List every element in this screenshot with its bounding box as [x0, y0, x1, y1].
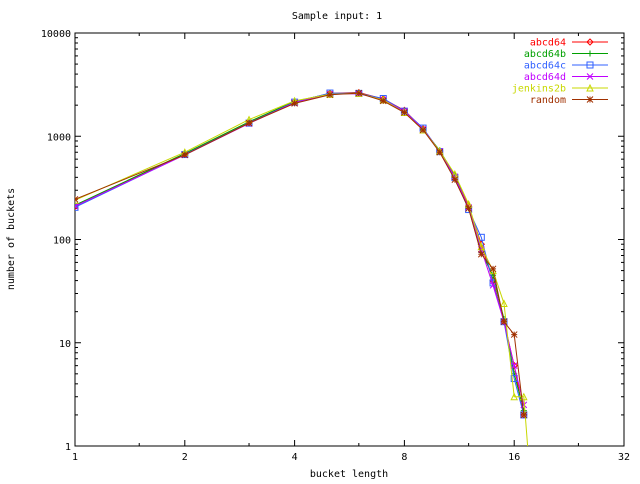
series-random — [75, 89, 528, 419]
data-point-random — [436, 148, 444, 156]
series-abcd64c — [75, 89, 528, 419]
data-point-random — [291, 100, 298, 107]
data-point-random — [451, 176, 459, 183]
x-tick-label: 4 — [292, 452, 298, 463]
data-point-abcd64d — [489, 281, 497, 289]
data-point-random — [326, 91, 334, 99]
legend-label-abcd64d: abcd64d — [524, 72, 566, 83]
legend-label-jenkins2b: jenkins2b — [512, 84, 566, 95]
series-line-abcd64 — [75, 91, 525, 415]
data-point-abcd64c — [75, 203, 79, 211]
data-point-random — [510, 331, 518, 338]
series-line-abcd64d — [75, 93, 525, 406]
y-tick-label: 10000 — [41, 29, 71, 40]
legend-marker-abcd64c — [586, 61, 594, 69]
legend-marker-jenkins2b — [586, 83, 594, 92]
series-line-random — [75, 92, 525, 415]
data-point-abcd64d — [75, 202, 79, 210]
legend-label-random: random — [530, 95, 566, 106]
data-point-random — [465, 205, 472, 212]
series-abcd64d — [75, 90, 528, 409]
data-point-jenkins2b — [519, 392, 528, 401]
x-tick-label: 8 — [401, 452, 407, 463]
x-axis-label: bucket length — [310, 469, 388, 480]
legend-marker-abcd64b — [587, 50, 593, 57]
chart-title: Sample input: 1 — [292, 11, 382, 22]
x-tick-label: 16 — [508, 452, 520, 463]
data-point-random — [355, 89, 363, 97]
data-point-jenkins2b — [500, 299, 508, 307]
y-tick-label: 1000 — [47, 132, 71, 143]
data-point-random — [245, 119, 253, 127]
series-line-abcd64c — [75, 92, 525, 416]
x-tick-label: 2 — [182, 452, 188, 463]
data-point-random — [477, 250, 485, 258]
y-axis-label: number of buckets — [6, 188, 17, 290]
data-point-jenkins2b — [477, 242, 486, 251]
series-line-abcd64b — [75, 92, 525, 411]
legend-marker-abcd64 — [586, 38, 594, 46]
legend-marker-random — [586, 96, 594, 103]
x-tick-label: 32 — [618, 452, 630, 463]
data-point-abcd64d — [520, 401, 528, 409]
series-jenkins2b — [75, 89, 529, 446]
series-layer — [75, 88, 529, 446]
x-tick-label: 1 — [72, 452, 78, 463]
data-point-random — [181, 151, 189, 159]
data-point-random — [500, 318, 508, 326]
series-abcd64 — [75, 88, 528, 419]
data-point-random — [419, 126, 427, 134]
data-point-random — [520, 411, 528, 419]
legend-label-abcd64: abcd64 — [530, 38, 566, 49]
data-point-random — [75, 195, 79, 203]
axes: 1 2 4 8 16 32 1 10 100 1000 10000 — [41, 29, 630, 463]
legend-label-abcd64b: abcd64b — [524, 49, 566, 60]
y-tick-label: 1 — [65, 442, 71, 453]
y-tick-label: 10 — [59, 339, 71, 350]
series-abcd64b — [75, 90, 527, 414]
series-line-jenkins2b — [75, 92, 529, 446]
legend-label-abcd64c: abcd64c — [524, 61, 566, 72]
data-point-abcd64d — [510, 362, 518, 370]
data-point-random — [401, 109, 408, 116]
data-point-random — [379, 97, 387, 105]
y-tick-label: 100 — [53, 236, 71, 247]
data-point-jenkins2b — [510, 392, 519, 401]
legend-marker-abcd64d — [586, 73, 594, 80]
legend: abcd64abcd64babcd64cabcd64djenkins2brand… — [512, 38, 608, 106]
data-point-random — [489, 265, 497, 273]
